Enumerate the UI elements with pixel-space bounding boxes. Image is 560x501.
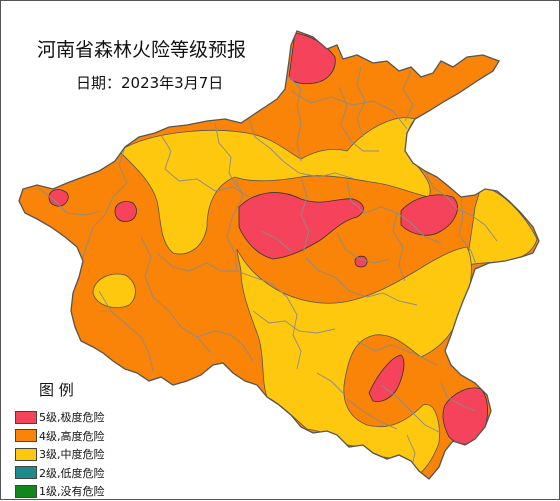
zone-level5-central: [238, 192, 364, 260]
legend-label-level5: 5级,极度危险: [39, 411, 105, 424]
legend: 图 例 5级,极度危险 4级,高度危险 3级,中度危险 2级,低度危险 1级,没…: [15, 379, 105, 501]
legend-swatch-level4: [15, 429, 37, 442]
legend-item-level1: 1级,没有危险: [15, 482, 105, 500]
legend-label-level4: 4级,高度危险: [39, 429, 105, 443]
zone-level5-east: [400, 194, 458, 236]
legend-swatch-level2: [15, 466, 37, 479]
legend-label-level1: 1级,没有危险: [39, 485, 105, 498]
zone-level5-north-tip: [288, 32, 336, 85]
legend-swatch-level1: [15, 484, 37, 498]
legend-label-level3: 3级,中度危险: [39, 448, 105, 461]
legend-label-level2: 2级,低度危险: [39, 466, 105, 480]
county-boundaries: [36, 66, 498, 472]
zone-level5-west-dot-1: [48, 189, 69, 207]
zone-level5-south: [368, 354, 405, 402]
legend-swatch-level3: [15, 447, 37, 461]
legend-item-level4: 4级,高度危险: [15, 427, 105, 445]
zone-level5-west-dot-2: [114, 201, 137, 222]
province-outline: [18, 30, 540, 480]
map-title: 河南省森林火险等级预报: [37, 39, 247, 61]
zone-level3-east: [466, 186, 538, 266]
legend-item-level5: 5级,极度危险: [15, 408, 105, 426]
legend-item-level3: 3级,中度危险: [15, 445, 105, 463]
legend-swatch-level5: [15, 410, 37, 424]
legend-item-level2: 2级,低度危险: [15, 464, 105, 482]
zone-level5-central-dot: [354, 255, 368, 268]
map-date: 日期：2023年3月7日: [76, 74, 224, 92]
legend-title: 图 例: [39, 381, 74, 399]
